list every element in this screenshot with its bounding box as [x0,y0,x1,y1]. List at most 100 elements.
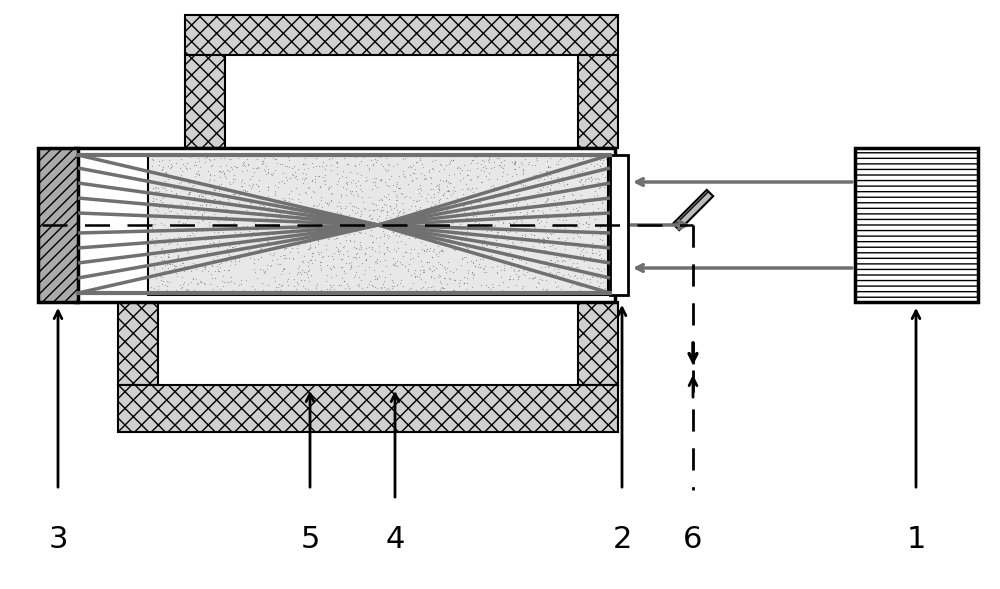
Point [209,261,225,270]
Point [502,271,518,280]
Point [311,171,327,181]
Point [413,283,429,292]
Point [481,168,497,178]
Point [184,263,200,273]
Point [555,191,571,201]
Point [535,239,551,248]
Point [507,164,523,173]
Point [535,234,551,244]
Point [549,267,565,276]
Point [573,175,589,184]
Point [573,273,589,282]
Point [265,229,281,239]
Point [431,247,447,257]
Point [218,160,234,169]
Point [576,279,592,289]
Point [167,262,183,271]
Point [496,260,512,270]
Point [551,233,567,243]
Point [169,253,185,262]
Point [146,262,162,272]
Point [465,155,481,164]
Point [566,186,582,196]
Point [538,166,554,176]
Point [459,227,475,236]
Point [530,188,546,197]
Point [260,167,276,177]
Point [379,230,395,240]
Point [578,182,594,191]
Point [171,244,187,254]
Point [369,214,385,223]
Point [513,233,529,242]
Point [206,231,222,241]
Point [550,167,566,177]
Point [281,253,297,263]
Point [152,237,168,246]
Point [182,163,198,173]
Point [290,194,306,204]
Point [377,272,393,282]
Point [187,259,203,268]
Point [297,187,313,197]
Point [432,259,448,269]
Point [388,195,404,204]
Point [264,170,280,180]
Point [158,267,174,277]
Point [547,244,563,253]
Point [564,189,580,198]
Point [150,183,166,193]
Point [591,255,607,264]
Point [375,161,391,171]
Point [396,192,412,201]
Point [521,158,537,167]
Point [421,166,437,175]
Point [543,256,559,265]
Point [431,196,447,205]
Point [445,231,461,240]
Point [592,271,608,280]
Point [513,180,529,189]
Point [177,184,193,193]
Point [371,220,387,230]
Point [259,230,275,240]
Point [486,157,502,167]
Point [285,170,301,180]
Point [222,240,238,249]
Point [426,273,442,283]
Point [364,237,380,247]
Point [559,203,575,213]
Point [157,260,173,270]
Point [234,246,250,255]
Point [246,168,262,177]
Point [290,220,306,230]
Point [298,267,314,277]
Point [236,158,252,167]
Point [195,191,211,201]
Point [163,163,179,172]
Point [163,288,179,297]
Point [424,157,440,166]
Point [144,223,160,232]
Point [435,231,451,240]
Point [581,254,597,264]
Point [441,234,457,244]
Point [284,224,300,234]
Point [272,251,288,260]
Point [348,267,364,277]
Point [338,235,354,244]
Point [532,287,548,297]
Point [319,260,335,270]
Point [592,155,608,165]
Point [211,266,227,275]
Point [557,213,573,222]
Point [385,227,401,237]
Point [204,273,220,282]
Point [298,173,314,183]
Point [151,161,167,170]
Point [191,191,207,201]
Point [367,274,383,284]
Point [596,287,612,297]
Point [197,193,213,203]
Point [381,181,397,191]
